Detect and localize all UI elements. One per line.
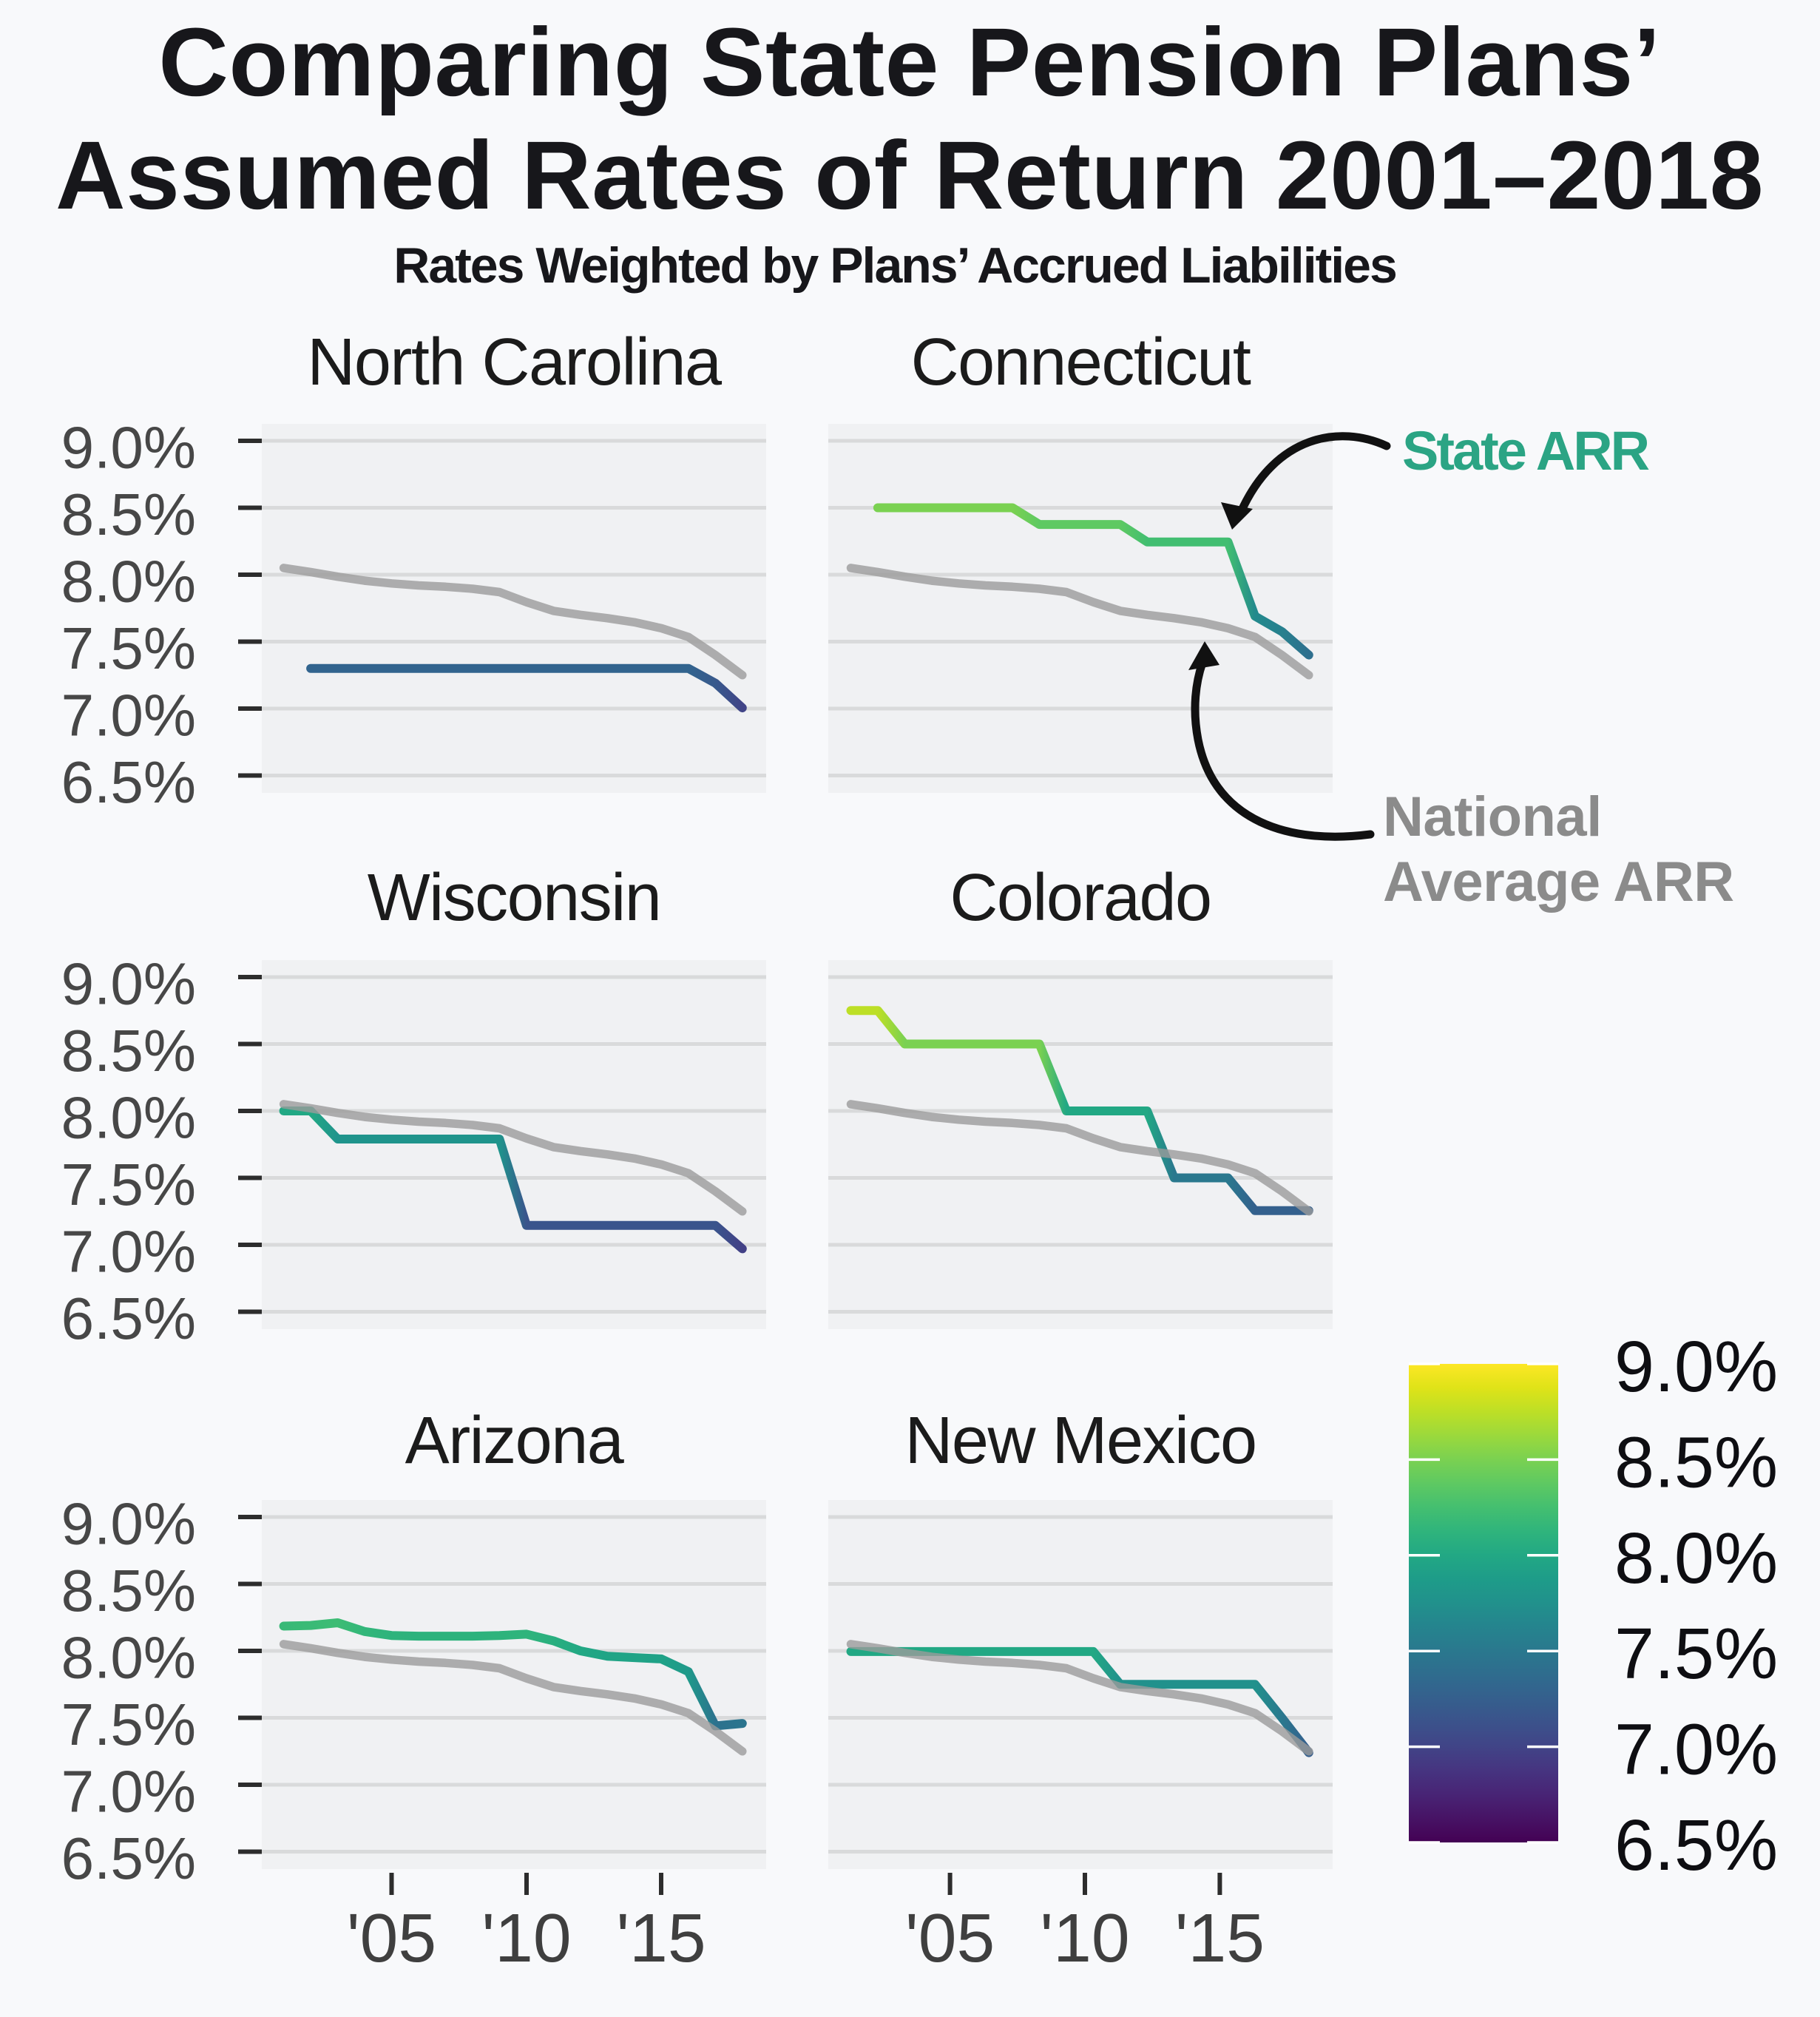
svg-text:9.0%: 9.0% (61, 1491, 196, 1557)
svg-text:8.5%: 8.5% (61, 1018, 196, 1084)
svg-text:'10: '10 (481, 1899, 571, 1976)
svg-text:National: National (1383, 785, 1602, 848)
svg-text:'05: '05 (905, 1899, 995, 1976)
svg-text:9.0%: 9.0% (1614, 1326, 1778, 1407)
svg-text:Connecticut: Connecticut (911, 325, 1251, 399)
svg-text:8.0%: 8.0% (1614, 1518, 1778, 1598)
svg-text:8.0%: 8.0% (61, 1625, 196, 1691)
svg-text:8.0%: 8.0% (61, 549, 196, 615)
svg-text:'15: '15 (1175, 1899, 1265, 1976)
svg-text:6.5%: 6.5% (61, 749, 196, 815)
svg-text:North Carolina: North Carolina (307, 325, 723, 399)
svg-text:Assumed Rates of Return 2001–2: Assumed Rates of Return 2001–2018 (55, 121, 1764, 229)
svg-text:Rates Weighted by Plans’ Accru: Rates Weighted by Plans’ Accrued Liabili… (393, 237, 1396, 294)
svg-text:6.5%: 6.5% (1614, 1805, 1778, 1885)
svg-text:7.0%: 7.0% (61, 683, 196, 749)
svg-text:8.5%: 8.5% (1614, 1422, 1778, 1502)
svg-text:7.5%: 7.5% (61, 1152, 196, 1217)
svg-text:'05: '05 (347, 1899, 436, 1976)
svg-text:Average ARR: Average ARR (1383, 851, 1734, 913)
svg-text:7.0%: 7.0% (61, 1219, 196, 1285)
svg-text:9.0%: 9.0% (61, 951, 196, 1017)
svg-text:6.5%: 6.5% (61, 1825, 196, 1891)
svg-text:New Mexico: New Mexico (904, 1404, 1256, 1478)
svg-text:'15: '15 (616, 1899, 706, 1976)
svg-text:8.5%: 8.5% (61, 1558, 196, 1624)
svg-text:8.5%: 8.5% (61, 482, 196, 547)
svg-text:7.5%: 7.5% (61, 1692, 196, 1757)
svg-text:State ARR: State ARR (1402, 420, 1649, 482)
svg-text:7.0%: 7.0% (61, 1759, 196, 1825)
svg-text:7.0%: 7.0% (1614, 1709, 1778, 1790)
svg-text:'10: '10 (1040, 1899, 1129, 1976)
svg-text:Comparing State Pension Plans’: Comparing State Pension Plans’ (158, 7, 1660, 116)
svg-text:Arizona: Arizona (405, 1404, 625, 1478)
svg-text:Wisconsin: Wisconsin (368, 861, 661, 935)
svg-text:6.5%: 6.5% (61, 1285, 196, 1351)
svg-text:8.0%: 8.0% (61, 1085, 196, 1151)
svg-text:7.5%: 7.5% (1614, 1613, 1778, 1694)
svg-text:Colorado: Colorado (950, 861, 1211, 935)
svg-text:7.5%: 7.5% (61, 615, 196, 681)
svg-text:9.0%: 9.0% (61, 415, 196, 481)
